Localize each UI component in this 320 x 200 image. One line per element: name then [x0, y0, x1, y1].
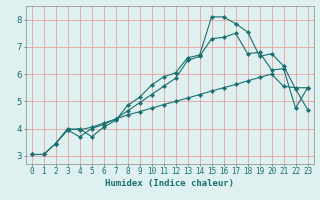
X-axis label: Humidex (Indice chaleur): Humidex (Indice chaleur)	[105, 179, 234, 188]
